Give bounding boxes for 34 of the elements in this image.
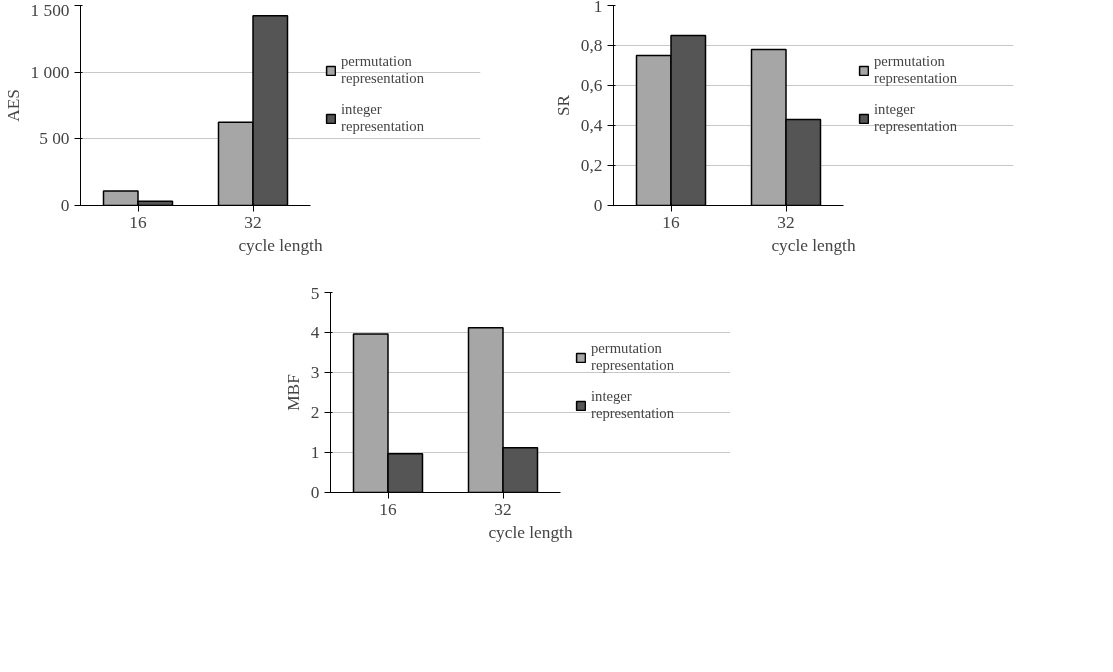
legend-label: integer representation: [341, 101, 425, 135]
y-tick-label: 3: [310, 363, 320, 382]
legend-label: permutation representation: [874, 53, 958, 87]
y-tick-label: 0,2: [580, 156, 603, 175]
legend-label: integer representation: [591, 388, 675, 422]
y-tick-label: 5: [310, 283, 320, 303]
y-axis-title: SR: [553, 94, 573, 117]
x-axis-title: cycle length: [488, 522, 573, 542]
y-tick-label: 4: [310, 323, 320, 342]
y-tick-label: 5 00: [39, 129, 70, 149]
x-tick-label: 16: [379, 499, 397, 519]
y-tick-label: 1 500: [30, 0, 70, 20]
x-tick-label: 32: [777, 212, 795, 232]
x-tick-label: 16: [662, 212, 680, 232]
x-tick-label: 32: [494, 499, 512, 519]
y-tick-label: 2: [310, 403, 320, 422]
y-axis-title: MBF: [283, 373, 303, 411]
x-axis-title: cycle length: [238, 235, 323, 255]
y-tick-label: 0,8: [580, 36, 603, 55]
y-tick-label: 1 000: [30, 62, 70, 82]
legend-label: permutation representation: [341, 53, 425, 87]
x-axis-title: cycle length: [771, 235, 856, 255]
y-tick-label: 0: [60, 196, 70, 215]
x-tick-label: 32: [244, 212, 262, 232]
y-tick-label: 0,4: [580, 116, 603, 135]
y-tick-label: 1: [593, 0, 603, 16]
y-tick-label: 0: [593, 196, 603, 215]
y-axis-title: AES: [3, 89, 23, 122]
y-tick-label: 0,6: [580, 76, 603, 95]
y-tick-label: 1: [310, 443, 320, 462]
legend-label: permutation representation: [591, 340, 675, 374]
x-tick-label: 16: [129, 212, 147, 232]
legend-label: integer representation: [874, 101, 958, 135]
y-tick-label: 0: [310, 483, 320, 502]
